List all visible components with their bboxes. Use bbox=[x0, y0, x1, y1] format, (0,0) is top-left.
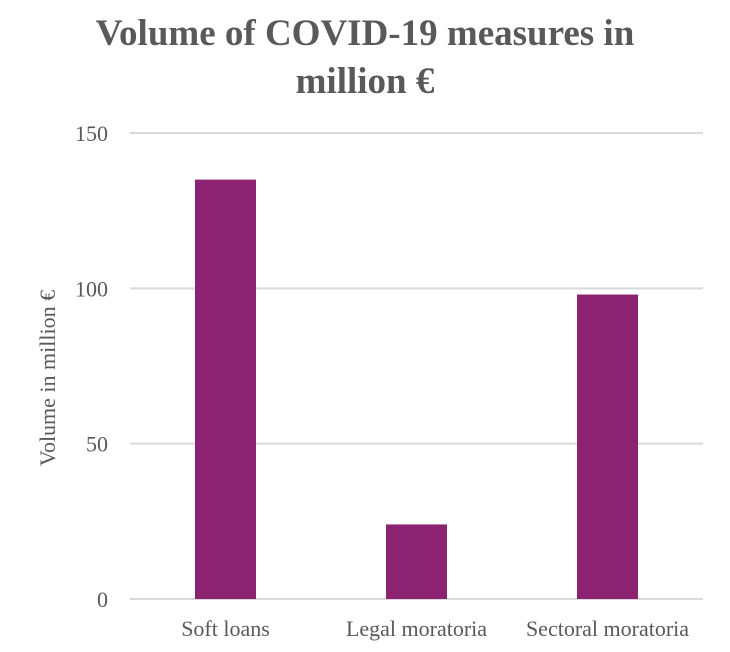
y-axis-ticks: 0 50 100 150 bbox=[75, 121, 108, 612]
x-axis-ticks: Soft loans Legal moratoria Sectoral morato… bbox=[181, 616, 689, 641]
bar-sectoral-moratoria bbox=[577, 294, 638, 599]
y-axis-title: Volume in million € bbox=[35, 290, 60, 466]
y-tick-label: 0 bbox=[97, 587, 108, 612]
bar-soft-loans bbox=[195, 179, 256, 599]
chart-title-line-2: million € bbox=[295, 61, 435, 102]
y-tick-label: 100 bbox=[75, 276, 108, 301]
x-tick-label: Soft loans bbox=[181, 616, 270, 641]
x-tick-label: Legal moratoria bbox=[346, 616, 487, 641]
bar-legal-moratoria bbox=[386, 524, 447, 599]
bars bbox=[195, 179, 638, 599]
chart-title: Volume of COVID-19 measures in million € bbox=[0, 10, 730, 106]
y-tick-label: 150 bbox=[75, 121, 108, 146]
y-tick-label: 50 bbox=[86, 432, 108, 457]
chart-title-line-1: Volume of COVID-19 measures in bbox=[95, 13, 635, 54]
x-tick-label: Sectoral moratoria bbox=[526, 616, 689, 641]
